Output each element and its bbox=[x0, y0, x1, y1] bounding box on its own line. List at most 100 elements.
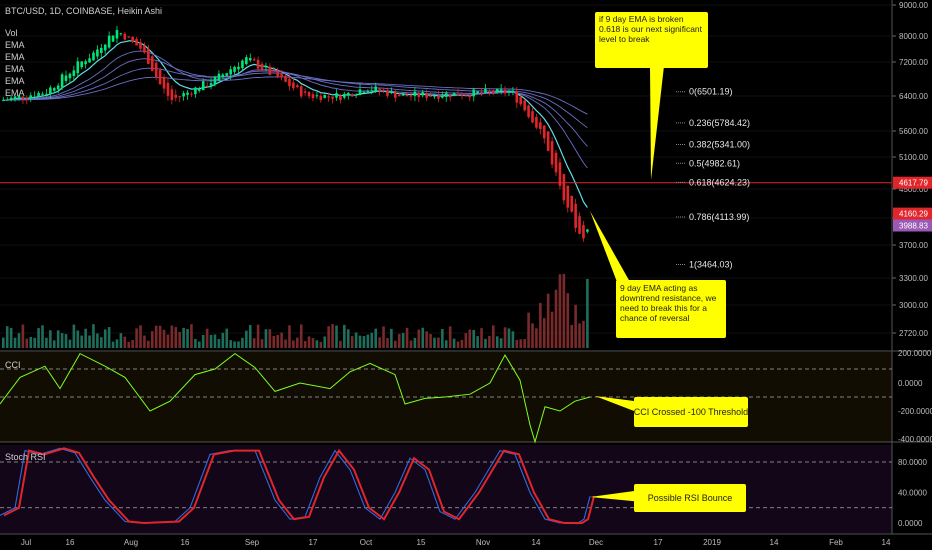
candle-body bbox=[284, 75, 287, 82]
volume-bar bbox=[143, 335, 146, 348]
candle-body bbox=[519, 96, 523, 105]
volume-bar bbox=[41, 325, 44, 348]
candle-body bbox=[158, 69, 162, 85]
volume-bar bbox=[135, 328, 138, 348]
candle-body bbox=[539, 122, 542, 129]
volume-bar bbox=[248, 324, 252, 348]
volume-bar bbox=[346, 329, 350, 348]
volume-bar bbox=[296, 337, 299, 348]
candle-body bbox=[527, 105, 530, 118]
volume-bar bbox=[107, 327, 111, 348]
candle-body bbox=[546, 131, 550, 151]
time-tick-label: Jul bbox=[21, 538, 31, 547]
time-tick-label: 2019 bbox=[703, 538, 721, 547]
fib-level-label[interactable]: 0(6501.19) bbox=[689, 87, 733, 97]
candle-body bbox=[264, 66, 268, 68]
candle-body bbox=[17, 95, 21, 98]
fib-level-label[interactable]: 0.5(4982.61) bbox=[689, 158, 740, 168]
volume-bar bbox=[276, 334, 279, 348]
volume-bar bbox=[115, 339, 119, 348]
volume-bar bbox=[256, 324, 260, 348]
volume-bar bbox=[25, 338, 29, 348]
indicator-label-0[interactable]: Vol bbox=[5, 28, 18, 38]
volume-bar bbox=[323, 336, 327, 348]
price-tick-label: 5600.00 bbox=[899, 127, 928, 136]
annotation-mid[interactable]: 9 day EMA acting as downtrend resistance… bbox=[590, 211, 726, 338]
indicator-label-1[interactable]: EMA bbox=[5, 40, 25, 50]
fibonacci-levels[interactable]: 0(6501.19) 0.236(5784.42) 0.382(5341.00) 0.… bbox=[676, 87, 750, 270]
time-axis[interactable]: Jul 16 Aug 16 Sep 17 Oct 15 Nov 14 Dec 17 2019 14 Feb 1… bbox=[21, 538, 891, 547]
candle-body bbox=[166, 82, 170, 96]
price-marker-label: 4617.79 bbox=[899, 179, 928, 188]
annotation-rsi-text: Possible RSI Bounce bbox=[648, 493, 733, 503]
price-tick-label: 5100.00 bbox=[899, 153, 928, 162]
volume-bar bbox=[464, 333, 468, 348]
volume-bar bbox=[5, 326, 9, 348]
volume-bar bbox=[452, 338, 456, 348]
volume-bar bbox=[527, 312, 530, 348]
volume-bar bbox=[472, 330, 475, 348]
indicator-legend[interactable]: Vol EMA EMA EMA EMA EMA bbox=[5, 28, 25, 98]
time-tick-label: 15 bbox=[417, 538, 426, 547]
candle-body bbox=[33, 96, 36, 98]
fib-level-label[interactable]: 1(3464.03) bbox=[689, 259, 733, 269]
fib-level-label[interactable]: 0.786(4113.99) bbox=[689, 212, 749, 222]
annotation-cci[interactable]: CCI Crossed -100 Threshold bbox=[595, 396, 748, 427]
candle-body bbox=[229, 69, 232, 75]
volume-bar bbox=[217, 339, 221, 348]
annotation-rsi[interactable]: Possible RSI Bounce bbox=[590, 484, 746, 512]
candle-body bbox=[150, 56, 154, 72]
cci-line bbox=[0, 352, 591, 444]
volume-bar bbox=[566, 293, 570, 348]
volume-bar bbox=[260, 339, 264, 348]
candle-body bbox=[378, 88, 381, 92]
volume-bar bbox=[386, 337, 389, 348]
candle-body bbox=[346, 92, 350, 96]
indicator-label-2[interactable]: EMA bbox=[5, 52, 25, 62]
volume-bar bbox=[480, 328, 483, 348]
volume-bar bbox=[311, 338, 315, 348]
candle-body bbox=[268, 66, 272, 75]
volume-bar bbox=[154, 325, 158, 348]
volume-bar bbox=[507, 328, 511, 348]
volume-bar bbox=[425, 331, 428, 348]
candle-body bbox=[370, 90, 374, 92]
candle-body bbox=[472, 89, 475, 97]
stoch-rsi-panel bbox=[0, 445, 892, 533]
volume-bar bbox=[72, 324, 76, 348]
volume-bar bbox=[444, 340, 448, 348]
candle-body bbox=[386, 90, 389, 96]
candle-body bbox=[233, 66, 236, 72]
candle-body bbox=[558, 162, 562, 186]
volume-bar bbox=[2, 337, 5, 348]
candle-body bbox=[562, 174, 566, 201]
volume-bar bbox=[288, 325, 291, 348]
volume-bar bbox=[574, 304, 577, 348]
volume-bar bbox=[292, 340, 295, 348]
time-tick-label: Oct bbox=[360, 538, 373, 547]
candle-body bbox=[154, 62, 158, 78]
indicator-label-4[interactable]: EMA bbox=[5, 76, 25, 86]
candle-body bbox=[41, 93, 44, 95]
annotation-top[interactable]: if 9 day EMA is broken 0.618 is our next… bbox=[595, 12, 708, 180]
cci-tick-label: -400.0000 bbox=[898, 435, 932, 444]
volume-bar bbox=[88, 335, 91, 348]
fib-level-label[interactable]: 0.618(4624.23) bbox=[689, 177, 750, 187]
candle-body bbox=[452, 92, 456, 97]
volume-bar bbox=[100, 337, 103, 348]
fib-level-label[interactable]: 0.382(5341.00) bbox=[689, 139, 750, 149]
volume-bar bbox=[190, 324, 193, 348]
volume-bar bbox=[284, 339, 287, 348]
fib-level-label[interactable]: 0.236(5784.42) bbox=[689, 118, 750, 128]
candlesticks[interactable] bbox=[2, 25, 589, 242]
candle-body bbox=[531, 111, 534, 123]
time-tick-label: 14 bbox=[532, 538, 541, 547]
indicator-label-5[interactable]: EMA bbox=[5, 88, 25, 98]
volume-bar bbox=[582, 320, 585, 348]
indicator-label-3[interactable]: EMA bbox=[5, 64, 25, 74]
candle-body bbox=[237, 66, 240, 70]
time-tick-label: 17 bbox=[309, 538, 318, 547]
volume-bar bbox=[523, 339, 526, 348]
volume-bar bbox=[488, 335, 491, 348]
